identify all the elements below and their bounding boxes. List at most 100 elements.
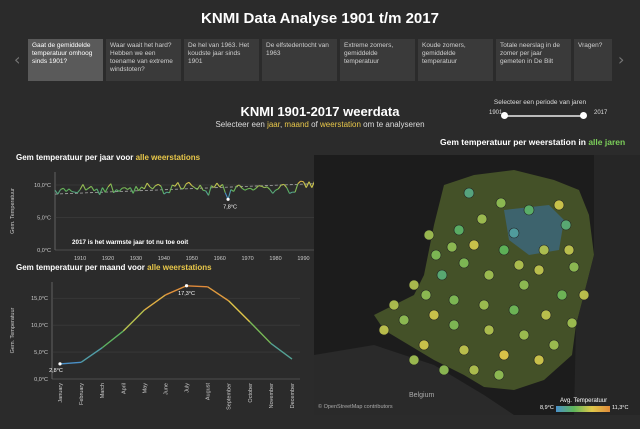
weather-station-marker[interactable] (518, 279, 530, 291)
story-tab[interactable]: De hel van 1963. Het koudste jaar sinds … (184, 39, 259, 81)
weather-station-marker[interactable] (508, 304, 520, 316)
year-range-slider[interactable] (504, 115, 584, 117)
yearly-series-segment (88, 185, 92, 189)
yearly-x-tick: 1920 (102, 256, 114, 262)
monthly-temperature-chart[interactable]: 0,0°C 5,0°C 10,0°C 15,0°C Gem. Temperatuur Ja… (0, 274, 312, 429)
story-tab[interactable]: Koude zomers, gemiddelde temperatuur (418, 39, 493, 81)
weather-station-marker[interactable] (378, 324, 390, 336)
weather-station-marker[interactable] (468, 239, 480, 251)
yearly-series-segment (129, 187, 134, 194)
story-tab[interactable]: Waar waait het hard? Hebben we een toena… (106, 39, 181, 81)
weather-station-marker[interactable] (428, 309, 440, 321)
weather-station-marker[interactable] (563, 244, 575, 256)
year-range-start-handle[interactable] (501, 112, 508, 119)
weather-station-marker[interactable] (538, 244, 550, 256)
yearly-y-tick: 10,0°C (34, 183, 51, 189)
weather-station-marker[interactable] (483, 324, 495, 336)
weather-station-marker[interactable] (553, 199, 565, 211)
monthly-x-tick: August (206, 383, 212, 401)
yearly-series-segment (177, 182, 182, 189)
warmest-year-annotation: 2017 is het warmste jaar tot nu toe ooit (72, 239, 189, 246)
weather-station-marker[interactable] (423, 229, 435, 241)
weather-stations[interactable] (378, 187, 590, 381)
weather-station-marker[interactable] (468, 364, 480, 376)
weather-station-marker[interactable] (458, 257, 470, 269)
yearly-series-segment (118, 187, 123, 192)
next-story-button[interactable]: › (618, 50, 625, 69)
weather-station-marker[interactable] (388, 299, 400, 311)
weather-station-marker[interactable] (508, 227, 520, 239)
weather-station-marker[interactable] (556, 289, 568, 301)
yearly-x-tick: 1910 (74, 256, 86, 262)
weather-station-marker[interactable] (578, 289, 590, 301)
weather-station-marker[interactable] (453, 224, 465, 236)
year-range-label: Selecteer een periode van jaren (493, 99, 587, 106)
yearly-series-segment (71, 190, 75, 193)
weather-station-marker[interactable] (476, 213, 488, 225)
weather-station-marker[interactable] (446, 241, 458, 253)
weather-station-marker[interactable] (495, 197, 507, 209)
weather-station-marker[interactable] (436, 269, 448, 281)
story-tab[interactable]: De elfstedentocht van 1963 (262, 39, 337, 81)
station-map[interactable]: Belgium (314, 155, 640, 415)
monthly-point-marker (58, 362, 62, 366)
main-title: KNMI 1901-2017 weerdata (240, 104, 400, 119)
weather-station-marker[interactable] (408, 279, 420, 291)
yearly-series-segment (157, 183, 162, 187)
yearly-series-segment (266, 186, 271, 190)
yearly-series-segment (107, 183, 112, 188)
weather-station-marker[interactable] (518, 329, 530, 341)
weather-station-marker[interactable] (568, 261, 580, 273)
weather-station-marker[interactable] (458, 344, 470, 356)
yearly-series-segment (182, 183, 187, 190)
monthly-y-label: Gem. Temperatuur (10, 307, 16, 353)
yearly-series-segment (113, 189, 117, 194)
weather-station-marker[interactable] (493, 369, 505, 381)
yearly-data-label: 7,8°C (223, 204, 237, 210)
prev-story-button[interactable]: ‹ (14, 50, 21, 69)
weather-station-marker[interactable] (483, 269, 495, 281)
weather-station-marker[interactable] (430, 249, 442, 261)
yearly-series-segment (205, 190, 210, 196)
year-range-end-handle[interactable] (580, 112, 587, 119)
weather-station-marker[interactable] (463, 187, 475, 199)
monthly-series-segment (122, 309, 145, 332)
yearly-series-segment (269, 189, 274, 194)
story-tab[interactable]: Totale neerslag in de zomer per jaar gem… (496, 39, 571, 81)
yearly-x-tick: 1970 (242, 256, 254, 262)
yearly-y-tick: 0,0°C (37, 248, 51, 254)
yearly-series-segment (308, 181, 313, 188)
weather-station-marker[interactable] (566, 317, 578, 329)
yearly-series-segment (258, 185, 262, 187)
monthly-point-marker (184, 284, 189, 288)
weather-station-marker[interactable] (513, 259, 525, 271)
weather-station-marker[interactable] (498, 349, 510, 361)
weather-station-marker[interactable] (438, 364, 450, 376)
weather-station-marker[interactable] (548, 339, 560, 351)
yearly-series-segment (297, 180, 302, 185)
story-tab[interactable]: Extreme zomers, gemiddelde temperatuur (340, 39, 415, 81)
yearly-series-segment (281, 183, 285, 186)
weather-station-marker[interactable] (523, 204, 535, 216)
yearly-series-segment (211, 185, 215, 189)
weather-station-marker[interactable] (420, 289, 432, 301)
yearly-x-tick: 1960 (214, 256, 226, 262)
story-tab[interactable]: Vragen? (574, 39, 612, 81)
weather-station-marker[interactable] (448, 319, 460, 331)
weather-station-marker[interactable] (560, 219, 572, 231)
weather-station-marker[interactable] (540, 309, 552, 321)
yearly-x-tick: 1980 (269, 256, 281, 262)
weather-station-marker[interactable] (418, 339, 430, 351)
yearly-x-tick: 1990 (297, 256, 309, 262)
weather-station-marker[interactable] (478, 299, 490, 311)
weather-station-marker[interactable] (533, 264, 545, 276)
story-tab[interactable]: Gaat de gemiddelde temperatuur omhoog si… (28, 39, 103, 81)
weather-station-marker[interactable] (448, 294, 460, 306)
yearly-series-segment (155, 183, 159, 187)
weather-station-marker[interactable] (408, 354, 420, 366)
yearly-series-segment (241, 187, 246, 191)
weather-station-marker[interactable] (533, 354, 545, 366)
weather-station-marker[interactable] (498, 244, 510, 256)
weather-station-marker[interactable] (398, 314, 410, 326)
yearly-series-segment (132, 186, 137, 194)
